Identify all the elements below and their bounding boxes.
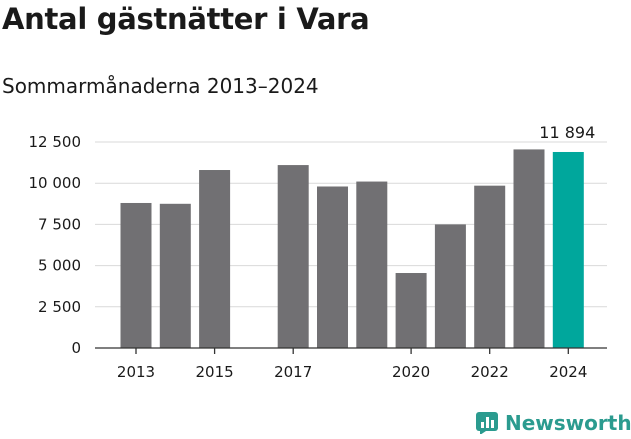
y-tick-label: 5 000: [38, 257, 81, 275]
y-tick-label: 7 500: [38, 215, 81, 233]
bar-2020: [395, 273, 427, 348]
bar-2024: [552, 151, 584, 348]
bars: [120, 149, 584, 348]
y-tick-label: 12 500: [29, 133, 82, 151]
bar-2017: [277, 165, 309, 348]
newsworthy-logo: Newsworthy: [476, 408, 631, 438]
bar-2014: [159, 203, 191, 348]
data-labels: 11 894: [539, 123, 595, 142]
x-tick-label: 2022: [471, 363, 509, 381]
y-axis-tick-labels: 0 2 500 5 000 7 500 10 000 12 500: [29, 133, 82, 357]
x-tick-label: 2017: [274, 363, 312, 381]
x-tick-label: 2015: [196, 363, 234, 381]
brand-name: Newsworthy: [505, 411, 631, 435]
chart-subtitle: Sommarmånaderna 2013–2024: [2, 74, 319, 98]
chart-title: Antal gästnätter i Vara: [2, 2, 370, 36]
bar-2023: [513, 149, 545, 348]
bar-2013: [120, 202, 152, 348]
y-tick-label: 0: [71, 339, 81, 357]
x-tick-label: 2024: [549, 363, 587, 381]
bar-2015: [199, 170, 231, 348]
x-tick-label: 2013: [117, 363, 155, 381]
bar-2018: [317, 186, 348, 348]
bar-2019: [356, 181, 388, 348]
data-label: 11 894: [539, 123, 595, 142]
y-tick-label: 10 000: [29, 174, 82, 192]
x-axis: 2013 2015 2017 2020 2022 2024: [95, 347, 607, 381]
x-tick-label: 2020: [392, 363, 430, 381]
y-tick-label: 2 500: [38, 298, 81, 316]
bar-2022: [474, 185, 506, 348]
bar-chart-icon: [476, 412, 498, 434]
bar-2021: [434, 224, 466, 348]
